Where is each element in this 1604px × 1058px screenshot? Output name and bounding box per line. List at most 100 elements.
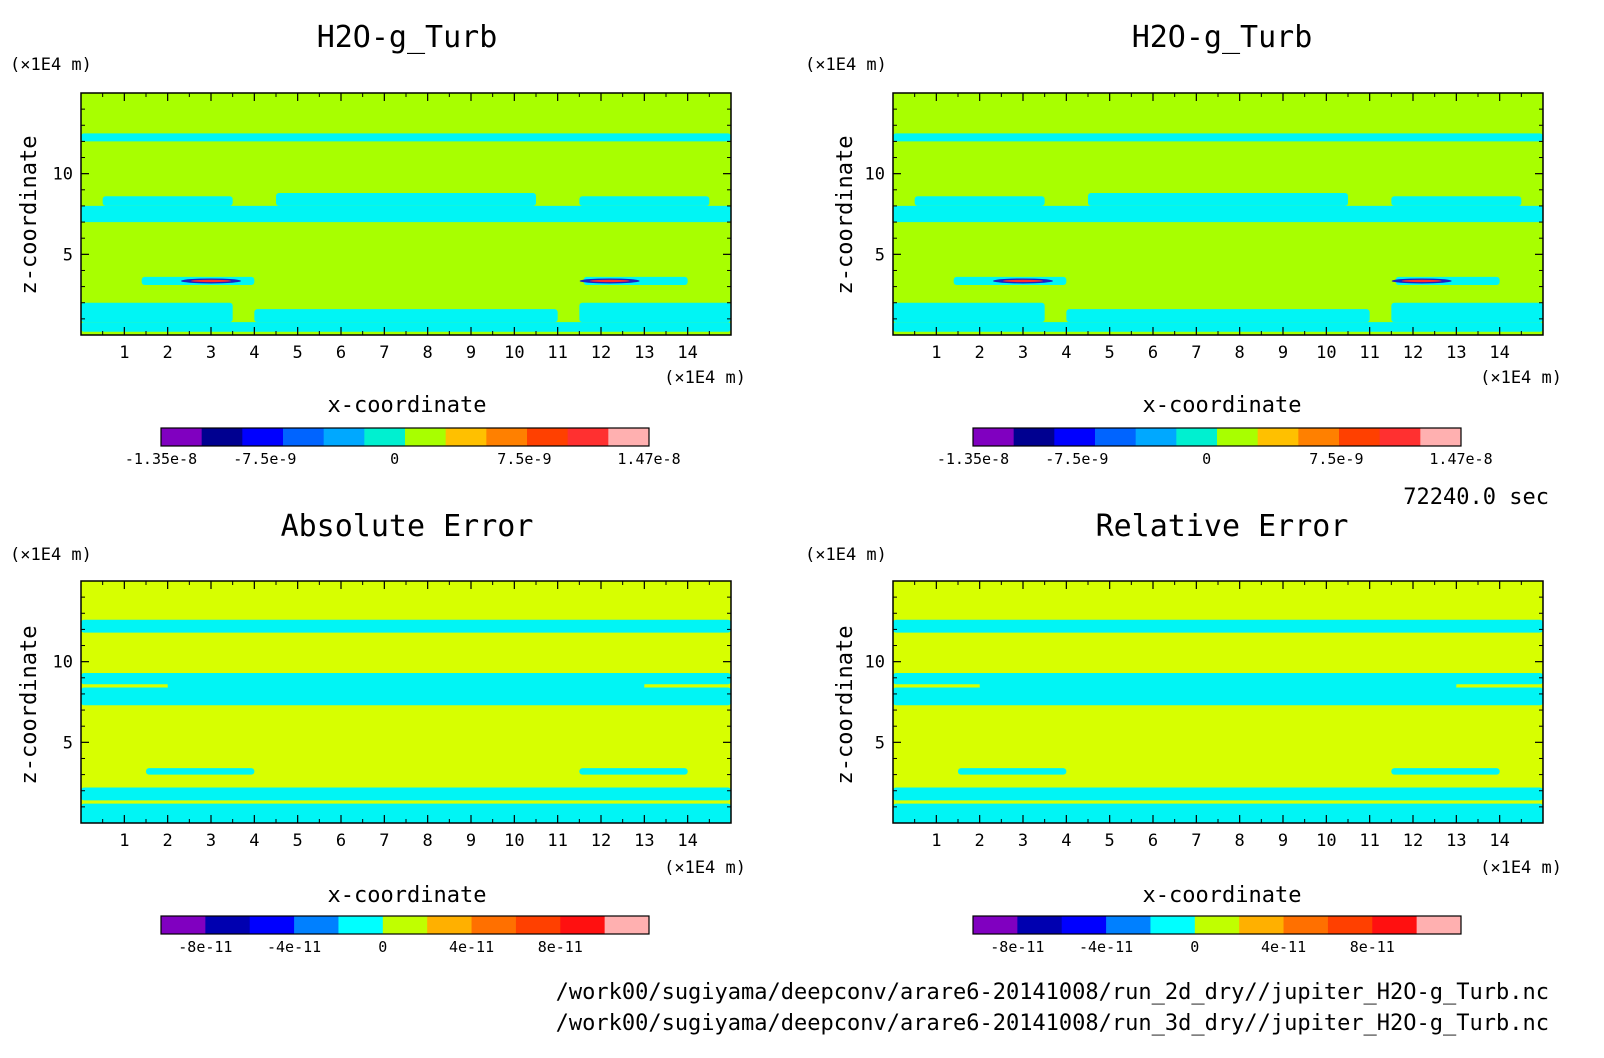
anomaly-region xyxy=(914,196,1045,206)
colorbar-segment xyxy=(249,916,295,934)
anomaly-region xyxy=(81,787,731,801)
x-axis-label: x-coordinate xyxy=(328,883,487,908)
colorbar-segment xyxy=(1339,428,1381,446)
anomaly-region xyxy=(1066,309,1370,323)
x-unit-label: (×1E4 m) xyxy=(1480,368,1562,388)
colorbar-frame xyxy=(972,915,1462,935)
panel-bottom-left: Absolute Error (×1E4 m) 1 2 3 4 5 6 7 8 9 10 11 12 1… xyxy=(10,509,746,956)
colorbar-segment xyxy=(242,428,284,446)
x-tick-label: 13 xyxy=(634,831,654,851)
anomaly-region xyxy=(167,681,645,690)
x-tick-label: 11 xyxy=(547,343,567,363)
x-tick-label: 2 xyxy=(975,831,985,851)
anomaly-region xyxy=(893,205,1543,223)
panel-top-left: H2O-g_Turb (×1E4 m) 1 2 3 4 5 6 7 8 9 10 11 12 13 145… xyxy=(10,20,746,468)
anomaly-region xyxy=(102,196,233,206)
x-tick-label: 2 xyxy=(163,343,173,363)
colorbar-segment xyxy=(364,428,406,446)
extreme-region xyxy=(589,279,630,283)
colorbar-segment xyxy=(604,916,650,934)
colorbar-segment xyxy=(283,428,325,446)
colorbar-tick-label: -1.35e-8 xyxy=(937,450,1009,468)
colorbar-segment xyxy=(427,916,473,934)
colorbar-segment xyxy=(1176,428,1218,446)
y-tick-label: 5 xyxy=(875,733,885,753)
anomaly-region xyxy=(81,133,731,142)
colorbar-segment xyxy=(471,916,517,934)
colorbar-tick-label: -7.5e-9 xyxy=(233,450,296,468)
anomaly-region xyxy=(579,302,731,323)
colorbar-segment xyxy=(1283,916,1329,934)
colorbar-segment xyxy=(1150,916,1196,934)
y-tick-label: 10 xyxy=(53,165,73,185)
colorbar: -8e-11 -4e-11 0 4e-11 8e-11 xyxy=(160,915,650,956)
x-tick-label: 8 xyxy=(1235,831,1245,851)
x-tick-label: 9 xyxy=(466,831,476,851)
anomaly-region xyxy=(1391,196,1522,206)
colorbar-tick-label: -4e-11 xyxy=(1079,938,1133,956)
colorbar-segment xyxy=(338,916,384,934)
colorbar-tick-label: 8e-11 xyxy=(1350,938,1395,956)
x-tick-label: 10 xyxy=(1316,343,1336,363)
anomaly-region xyxy=(1391,302,1543,323)
anomaly-region xyxy=(276,193,536,206)
x-tick-label: 12 xyxy=(591,831,611,851)
x-tick-label: 3 xyxy=(1018,831,1028,851)
x-tick-label: 9 xyxy=(466,343,476,363)
colorbar-segment xyxy=(608,428,650,446)
x-tick-label: 12 xyxy=(591,343,611,363)
y-tick-label: 10 xyxy=(53,653,73,673)
x-tick-label: 14 xyxy=(1489,831,1509,851)
colorbar-segment xyxy=(973,428,1015,446)
x-tick-label: 12 xyxy=(1403,831,1423,851)
colorbar-segment xyxy=(567,428,609,446)
colorbar-segment xyxy=(1416,916,1462,934)
colorbar-segment xyxy=(294,916,339,934)
colorbar-tick-label: -4e-11 xyxy=(267,938,321,956)
panel-title: H2O-g_Turb xyxy=(317,20,498,55)
x-tick-label: 1 xyxy=(931,343,941,363)
panel-title: Relative Error xyxy=(1096,509,1349,544)
colorbar-segment xyxy=(1061,916,1107,934)
colorbar-segment xyxy=(1372,916,1418,934)
x-tick-label: 13 xyxy=(1446,831,1466,851)
colorbar-tick-label: 7.5e-9 xyxy=(497,450,551,468)
colorbar-segment xyxy=(515,916,561,934)
extreme-region xyxy=(191,279,231,283)
y-axis-label: z-coordinate xyxy=(833,626,858,785)
x-tick-label: 6 xyxy=(1148,831,1158,851)
colorbar-segment xyxy=(560,916,606,934)
x-tick-label: 5 xyxy=(1105,831,1115,851)
colorbar-segment xyxy=(973,916,1018,934)
colorbar-segment xyxy=(1379,428,1421,446)
x-tick-label: 13 xyxy=(634,343,654,363)
x-tick-label: 4 xyxy=(1061,831,1071,851)
x-tick-label: 10 xyxy=(504,831,524,851)
anomaly-region xyxy=(81,619,731,633)
extreme-region xyxy=(1401,279,1442,283)
x-unit-label: (×1E4 m) xyxy=(664,368,746,388)
x-tick-label: 4 xyxy=(1061,343,1071,363)
y-tick-label: 10 xyxy=(865,165,885,185)
colorbar-tick-label: 0 xyxy=(1190,938,1199,956)
y-axis-label: z-coordinate xyxy=(17,626,42,785)
anomaly-region xyxy=(579,196,710,206)
colorbar-tick-label: -1.35e-8 xyxy=(125,450,197,468)
colorbar-segment xyxy=(205,916,251,934)
colorbar-tick-label: 7.5e-9 xyxy=(1309,450,1363,468)
y-axis-label: z-coordinate xyxy=(17,136,42,295)
colorbar-segment xyxy=(1013,428,1055,446)
x-tick-label: 11 xyxy=(547,831,567,851)
x-axis-label: x-coordinate xyxy=(328,393,487,418)
x-tick-label: 10 xyxy=(504,343,524,363)
colorbar-segment xyxy=(1095,428,1137,446)
x-tick-label: 7 xyxy=(379,343,389,363)
colorbar-tick-label: -8e-11 xyxy=(178,938,232,956)
colorbar-segment xyxy=(527,428,569,446)
x-tick-label: 12 xyxy=(1403,343,1423,363)
file-path-2: /work00/sugiyama/deepconv/arare6-2014100… xyxy=(556,1011,1549,1036)
anomaly-region xyxy=(81,687,731,706)
x-unit-label: (×1E4 m) xyxy=(664,858,746,878)
colorbar-tick-label: 1.47e-8 xyxy=(1429,450,1492,468)
